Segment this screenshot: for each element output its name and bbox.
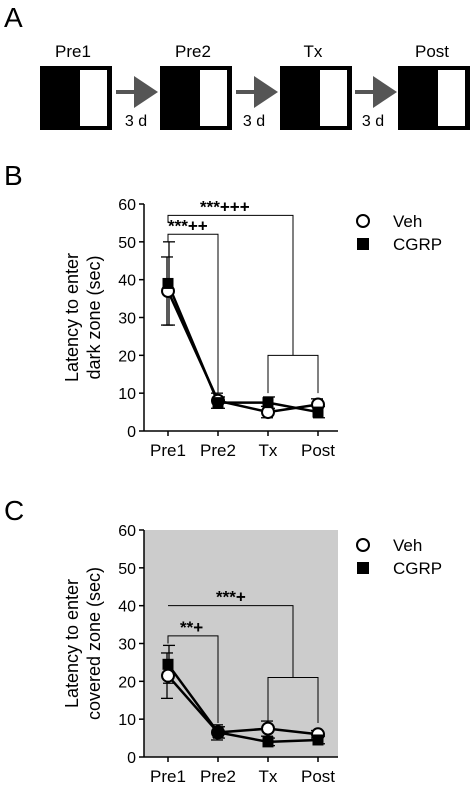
significance-bracket-tx-post (167, 214, 294, 356)
y-axis-label-line: dark zone (sec) (84, 255, 104, 379)
y-tick-label: 60 (118, 197, 136, 214)
significance-subbracket-tx-post (267, 677, 319, 723)
point-cgrp (162, 658, 174, 670)
y-axis-label-line: Latency to enter (62, 253, 82, 382)
x-tick-label: Post (301, 767, 335, 786)
box-pre2 (160, 66, 232, 130)
interval-label-1: 3 d (125, 113, 147, 130)
y-tick-label: 40 (118, 273, 136, 290)
annotation-pre2: **+ (180, 618, 203, 637)
y-axis-label-line: covered zone (sec) (84, 567, 104, 720)
point-cgrp (262, 736, 274, 748)
significance-bracket-pre2 (167, 233, 219, 394)
x-tick-label: Pre1 (150, 767, 186, 786)
point-veh (161, 668, 175, 683)
annotation-pre2: ***++ (168, 216, 208, 235)
significance-bracket-pre2 (167, 635, 219, 723)
x-tick-label: Pre1 (150, 441, 186, 460)
interval-label-2: 3 d (243, 113, 265, 130)
interval-label-3: 3 d (362, 113, 384, 130)
point-cgrp (312, 406, 324, 418)
series-line-cgrp (166, 663, 319, 744)
legend-marker-cgrp (357, 562, 369, 574)
legend-marker-cgrp (357, 238, 369, 250)
significance-subbracket-tx-post (267, 354, 319, 394)
y-axis-label: Latency to enter dark zone (sec) (62, 253, 104, 382)
x-tick-label: Post (301, 441, 335, 460)
plot-background (144, 530, 338, 757)
x-tick-label: Pre2 (200, 767, 236, 786)
x-tick-label: Pre2 (200, 441, 236, 460)
point-cgrp (312, 734, 324, 746)
y-axis-label-line: Latency to enter (62, 579, 82, 708)
panel-c-letter: C (4, 495, 25, 526)
stage-label-pre1: Pre1 (55, 42, 91, 61)
legend-label-cgrp: CGRP (393, 559, 442, 578)
legend-marker-veh (356, 538, 370, 552)
chart-panel-c: **+ ***+ 0 10 20 30 40 50 60 Pre1 Pre2 Tx Post Latenc… (62, 523, 442, 786)
panel-a-letter: A (4, 2, 23, 33)
box-post (398, 66, 470, 130)
y-tick-label: 0 (127, 750, 136, 767)
point-cgrp (212, 397, 224, 409)
plot-background (144, 204, 338, 431)
y-tick-label: 10 (118, 386, 136, 403)
point-cgrp (212, 726, 224, 738)
legend-label-veh: Veh (393, 212, 422, 231)
point-cgrp (262, 397, 274, 409)
stage-label-pre2: Pre2 (175, 42, 211, 61)
y-tick-label: 0 (127, 424, 136, 441)
legend-label-cgrp: CGRP (393, 235, 442, 254)
series-line-cgrp (166, 282, 319, 414)
stage-label-post: Post (415, 42, 449, 61)
y-tick-label: 20 (118, 348, 136, 365)
y-tick-label: 60 (118, 523, 136, 540)
point-veh (261, 721, 275, 736)
y-tick-label: 50 (118, 235, 136, 252)
chart-panel-b: ***++***+++ 0 10 20 30 40 50 60 Pre1 Pre2 Tx Post La… (62, 197, 442, 460)
annotation-tx-post: ***+++ (200, 197, 250, 216)
panel-b-letter: B (4, 160, 23, 191)
y-tick-label: 40 (118, 599, 136, 616)
y-tick-label: 30 (118, 311, 136, 328)
y-axis-label: Latency to enter covered zone (sec) (62, 567, 104, 720)
significance-bracket-tx-post (168, 605, 294, 678)
panel-a-timeline: Pre1 Pre2 Tx Post 3 d 3 d 3 d (40, 42, 470, 130)
x-tick-label: Tx (259, 441, 278, 460)
box-tx (280, 66, 352, 130)
box-pre1 (40, 66, 112, 130)
y-tick-label: 50 (118, 561, 136, 578)
series-line-veh (167, 674, 319, 736)
annotation-tx-post: ***+ (216, 588, 246, 607)
point-cgrp (162, 277, 174, 289)
stage-label-tx: Tx (304, 42, 323, 61)
legend-marker-veh (356, 214, 370, 228)
y-tick-label: 10 (118, 712, 136, 729)
legend-label-veh: Veh (393, 536, 422, 555)
y-tick-label: 20 (118, 674, 136, 691)
x-tick-label: Tx (259, 767, 278, 786)
y-tick-label: 30 (118, 637, 136, 654)
